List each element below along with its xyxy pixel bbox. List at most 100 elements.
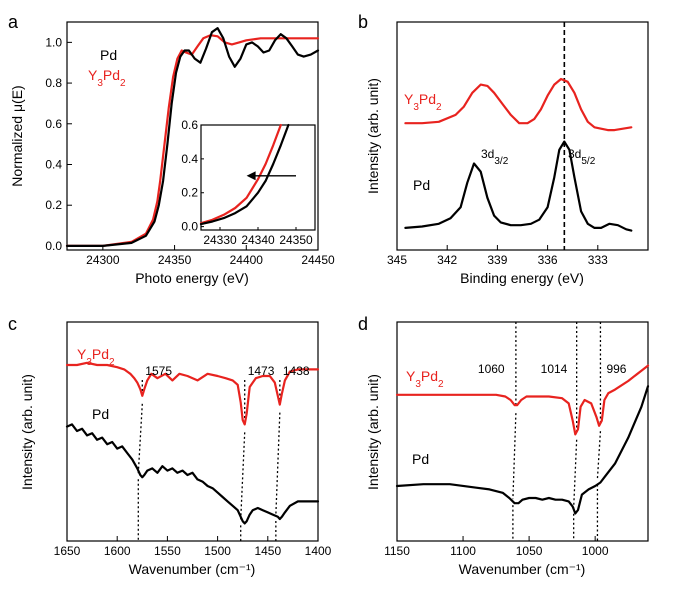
y-tick-label: 0.2: [181, 186, 198, 200]
panel-c-curves: [65, 361, 320, 525]
x-tick-label: 1100: [450, 544, 476, 558]
x-tick-label: 24400: [230, 253, 264, 267]
y-tick-label: 0.2: [45, 198, 62, 212]
series-pd-line: [65, 423, 320, 525]
peak-annotation-1060: 1060: [478, 362, 505, 376]
series-y3pd2-line: [65, 34, 320, 247]
panel-b-ticks: 345 342 339 336 333: [387, 245, 608, 267]
x-tick-label: 24350: [158, 253, 192, 267]
x-tick-label: 24340: [241, 233, 275, 247]
series-pd-line: [404, 140, 633, 232]
panel-c-label: c: [8, 314, 17, 334]
inset-shift-arrow: [246, 171, 296, 181]
panel-c-xlabel: Wavenumber (cm⁻¹): [129, 561, 256, 577]
guide-shift: [512, 413, 517, 500]
panel-a-label: a: [8, 12, 19, 32]
x-tick-label: 1500: [204, 544, 231, 558]
x-tick-label: 24350: [279, 233, 313, 247]
peak-annotation-1473: 1473: [248, 364, 275, 378]
inset-y3pd2-line: [199, 123, 282, 225]
panel-d-ylabel: Intensity (arb. unit): [365, 374, 381, 490]
panel-c-y3pd2-label: Y3Pd2: [77, 346, 115, 368]
x-tick-label: 1400: [305, 544, 332, 558]
panel-d: d 1150 1100 1050 1000 Wavenumber (cm⁻¹) Int…: [358, 314, 650, 577]
annotation-3d3-2: 3d3/2: [481, 147, 509, 167]
x-tick-label: 1600: [104, 544, 131, 558]
panel-d-y3pd2-label: Y3Pd2: [406, 368, 444, 390]
panel-d-xlabel: Wavenumber (cm⁻¹): [459, 561, 586, 577]
panel-b-ylabel: Intensity (arb. unit): [365, 78, 381, 194]
panel-b-frame: [396, 21, 649, 251]
panel-c-frame: [66, 321, 319, 542]
panel-d-guides: [512, 322, 602, 541]
legend-pd-label: Pd: [100, 47, 117, 63]
peak-annotation-1575: 1575: [145, 364, 172, 378]
x-tick-label: 1450: [254, 544, 281, 558]
panel-a-curves: [65, 27, 320, 247]
panel-d-ticks: 1150 1100 1050 1000: [384, 536, 609, 558]
x-tick-label: 345: [387, 253, 407, 267]
x-tick-label: 1650: [54, 544, 81, 558]
series-y3pd2-line: [65, 361, 320, 426]
y-tick-label: 0.0: [181, 220, 198, 234]
arrow-head: [246, 171, 256, 181]
y-tick-label: 0.8: [45, 76, 62, 90]
panel-b-label: b: [358, 12, 368, 32]
panel-c-ticks: 1650 1600 1550 1500 1450 1400: [54, 536, 332, 558]
series-y3pd2-line: [404, 77, 633, 132]
x-tick-label: 339: [487, 253, 507, 267]
inset-curves: [199, 123, 290, 226]
peak-annotation-1014: 1014: [541, 362, 568, 376]
series-pd-line: [395, 385, 650, 515]
panel-d-pd-label: Pd: [412, 451, 429, 467]
inset-pd-line: [199, 123, 290, 226]
panel-a-xlabel: Photo energy (eV): [135, 270, 249, 286]
panel-a-frame: [66, 21, 319, 251]
guide-shift: [596, 431, 602, 479]
panel-a-inset: 24330 24340 24350 0.0 0.2 0.4 0.6: [181, 118, 316, 247]
y-tick-label: 0.0: [45, 239, 62, 253]
panel-b-pd-label: Pd: [413, 177, 430, 193]
series-y3pd2-line: [395, 364, 650, 436]
y-tick-label: 0.6: [181, 118, 198, 132]
guide-shift: [275, 412, 281, 516]
panel-b-xlabel: Binding energy (eV): [460, 270, 584, 286]
x-tick-label: 1150: [384, 544, 410, 558]
guide-shift: [240, 432, 246, 520]
guide-shift: [573, 439, 578, 508]
y-tick-label: 0.4: [181, 152, 198, 166]
panel-a: a 24300 24350 24400 24450 0.0 0.2 0.4 0.6 0.8 1.0…: [8, 12, 335, 286]
x-tick-label: 24300: [86, 253, 120, 267]
guide-shift: [137, 403, 143, 474]
panel-b-y3pd2-label: Y3Pd2: [404, 91, 442, 113]
panel-d-curves: [395, 364, 650, 515]
panel-b-curves: [404, 77, 633, 232]
peak-annotation-996: 996: [606, 362, 626, 376]
annotation-3d5-2: 3d5/2: [568, 147, 596, 167]
x-tick-label: 24450: [301, 253, 335, 267]
panel-d-frame: [396, 321, 649, 542]
panel-c-ylabel: Intensity (arb. unit): [19, 374, 35, 490]
panel-c-annotations: 1575 1473 1438: [145, 364, 310, 378]
panel-a-ylabel: Normalized μ(E): [9, 85, 25, 186]
y-tick-label: 0.4: [45, 158, 62, 172]
x-tick-label: 1000: [582, 544, 609, 558]
panel-c-guides: [137, 380, 281, 541]
y-tick-label: 1.0: [45, 35, 62, 49]
peak-annotation-1438: 1438: [283, 364, 310, 378]
x-tick-label: 1550: [154, 544, 181, 558]
x-tick-label: 24330: [203, 233, 237, 247]
series-pd-line: [65, 27, 320, 247]
panel-d-label: d: [358, 314, 368, 334]
inset-ticks: 24330 24340 24350 0.0 0.2 0.4 0.6: [181, 118, 313, 247]
panel-c-pd-label: Pd: [92, 406, 109, 422]
panel-d-annotations: 1060 1014 996: [478, 362, 627, 376]
x-tick-label: 336: [538, 253, 558, 267]
legend-y3pd2-label: Y3Pd2: [88, 67, 126, 89]
x-tick-label: 1050: [516, 544, 543, 558]
panel-c: c 1650 1600 1550 1500 1450 1400 Wavenumber (c…: [8, 314, 332, 577]
y-tick-label: 0.6: [45, 117, 62, 131]
panel-b: b 345 342 339 336 333 Binding energy (eV) In…: [358, 12, 649, 286]
x-tick-label: 333: [588, 253, 608, 267]
